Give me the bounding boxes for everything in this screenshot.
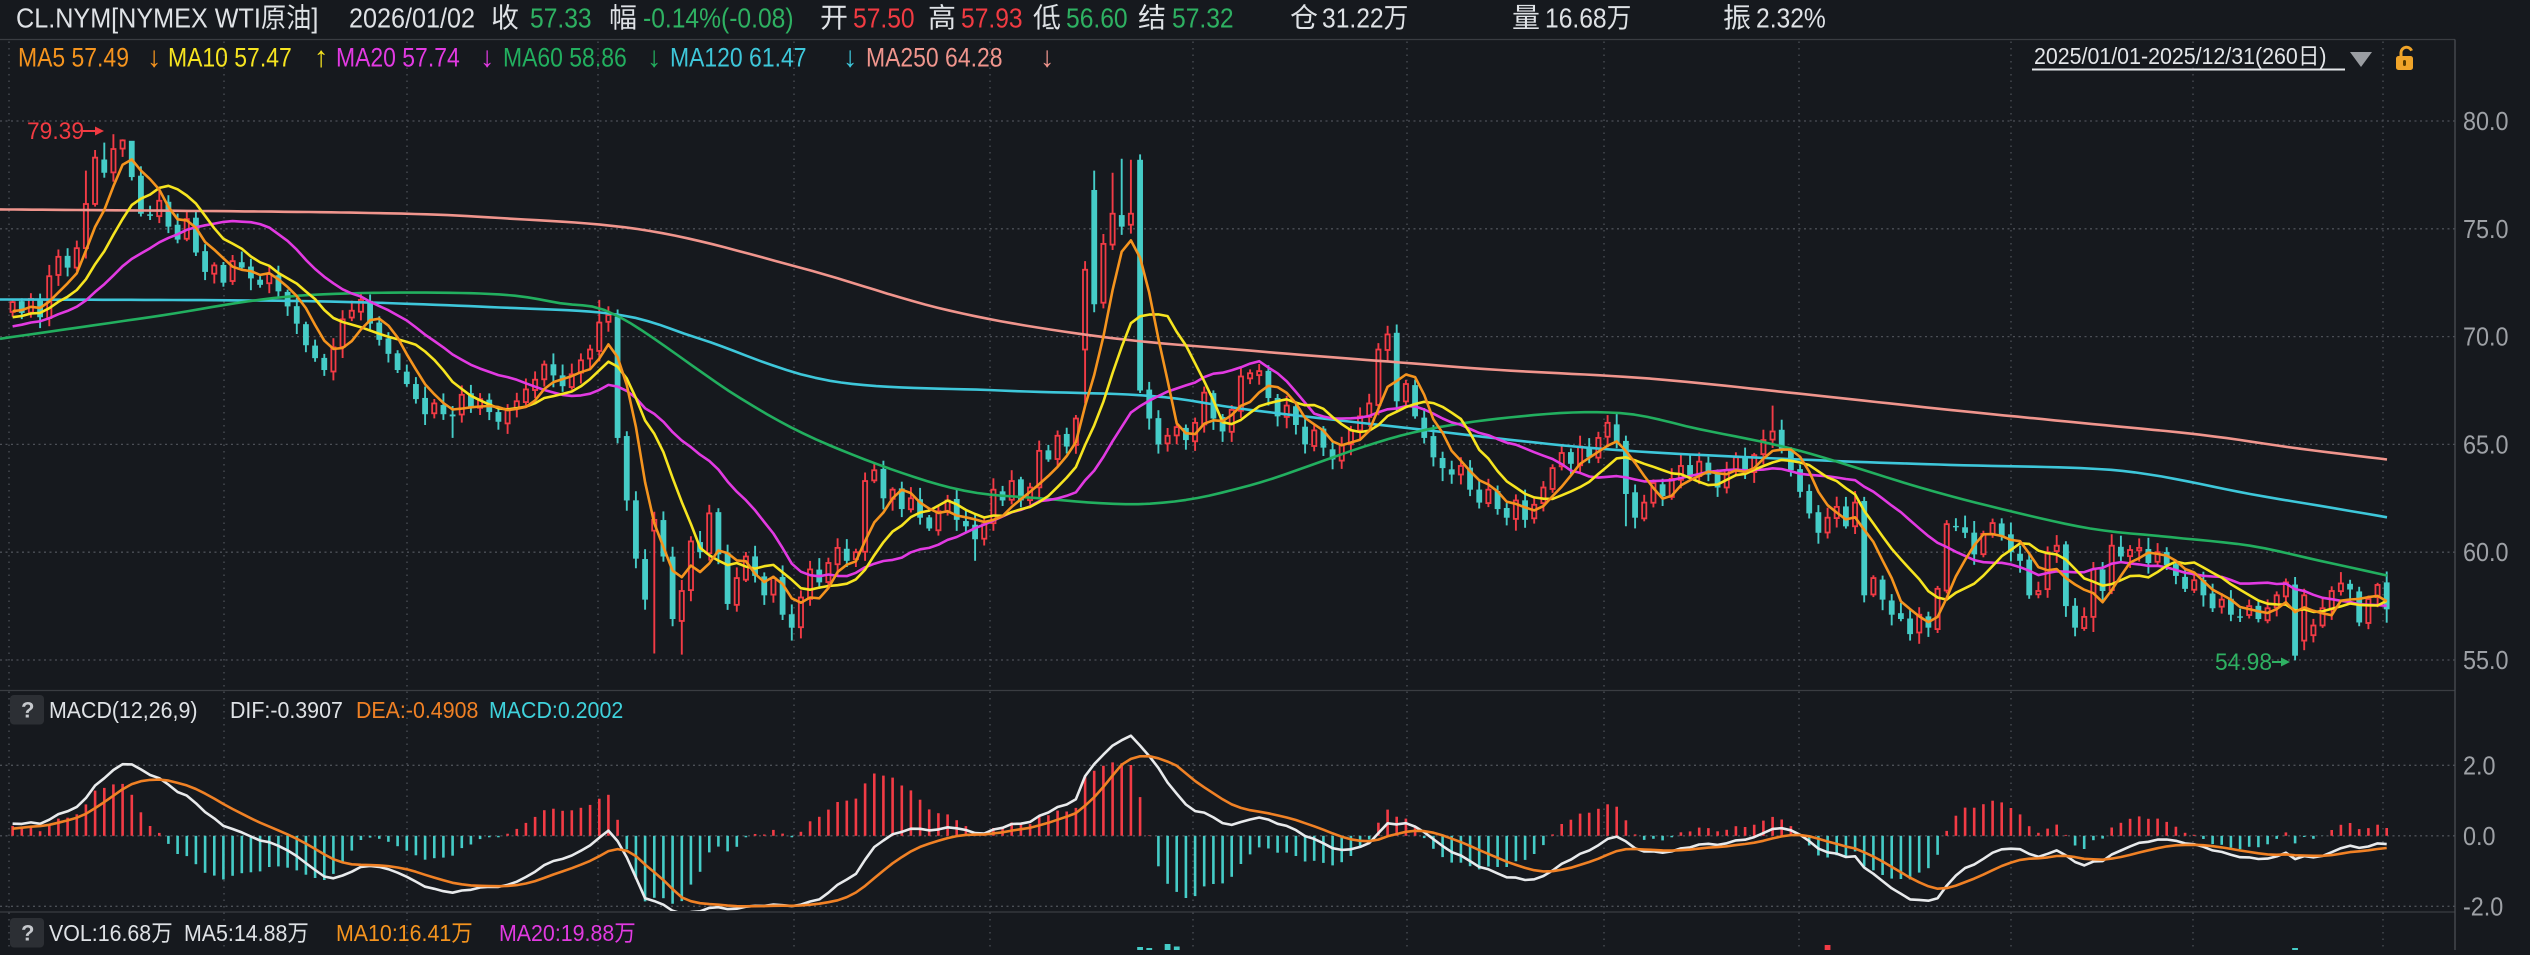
svg-text:75.0: 75.0 — [2463, 216, 2509, 244]
svg-text:MA20:19.88: MA20:19.88 — [499, 920, 614, 946]
svg-text:57.93: 57.93 — [961, 2, 1023, 34]
svg-text:54.98: 54.98 — [2215, 648, 2272, 675]
svg-text:65.0: 65.0 — [2463, 431, 2509, 459]
svg-text:57.50: 57.50 — [853, 2, 915, 34]
svg-text:70.0: 70.0 — [2463, 324, 2509, 352]
svg-text:↓: ↓ — [843, 42, 858, 74]
svg-text:MA20 57.74: MA20 57.74 — [336, 43, 460, 73]
svg-text:MA10 57.47: MA10 57.47 — [168, 43, 292, 73]
svg-text:79.39: 79.39 — [27, 117, 84, 144]
svg-text:-2.0: -2.0 — [2463, 893, 2503, 921]
svg-text:2.0: 2.0 — [2463, 752, 2496, 780]
svg-text:-0.14%(-0.08): -0.14%(-0.08) — [643, 2, 794, 34]
svg-text:↓: ↓ — [647, 42, 662, 74]
svg-text:57.33: 57.33 — [530, 2, 592, 34]
svg-text:57.32: 57.32 — [1172, 2, 1234, 34]
svg-text:↓: ↓ — [1040, 42, 1055, 74]
svg-text:?: ? — [21, 698, 34, 723]
svg-text:DEA:-0.4908: DEA:-0.4908 — [356, 697, 478, 723]
svg-text:2026/01/02: 2026/01/02 — [349, 2, 475, 34]
svg-text:55.0: 55.0 — [2463, 647, 2509, 675]
svg-text:80.0: 80.0 — [2463, 108, 2509, 136]
svg-text:CL.NYM[NYMEX WTI: CL.NYM[NYMEX WTI — [16, 2, 261, 34]
svg-text:16.68: 16.68 — [1545, 2, 1607, 34]
svg-text:MA60 58.86: MA60 58.86 — [503, 43, 627, 73]
svg-text:2.32%: 2.32% — [1756, 2, 1826, 34]
svg-text:MA5:14.88: MA5:14.88 — [184, 920, 287, 946]
svg-text:MA250 64.28: MA250 64.28 — [866, 43, 1002, 73]
svg-text:MA120 61.47: MA120 61.47 — [670, 43, 806, 73]
svg-text:↑: ↑ — [314, 42, 329, 74]
svg-text:]: ] — [311, 2, 318, 34]
svg-text:0.0: 0.0 — [2463, 823, 2496, 851]
svg-text:MACD:0.2002: MACD:0.2002 — [489, 697, 623, 723]
svg-text:MA10:16.41: MA10:16.41 — [336, 920, 451, 946]
svg-text:31.22: 31.22 — [1322, 2, 1384, 34]
svg-text:MACD(12,26,9): MACD(12,26,9) — [49, 697, 197, 723]
svg-text:?: ? — [21, 921, 34, 946]
svg-text:2025/01/01-2025/12/31(260: 2025/01/01-2025/12/31(260 — [2034, 43, 2298, 69]
svg-text:60.0: 60.0 — [2463, 539, 2509, 567]
svg-text:↓: ↓ — [147, 42, 162, 74]
svg-text:MA5 57.49: MA5 57.49 — [18, 43, 129, 73]
svg-text:56.60: 56.60 — [1066, 2, 1128, 34]
svg-text:↓: ↓ — [480, 42, 495, 74]
svg-text:DIF:-0.3907: DIF:-0.3907 — [230, 697, 343, 723]
svg-text:): ) — [2319, 43, 2326, 69]
svg-text:VOL:16.68: VOL:16.68 — [49, 920, 151, 946]
